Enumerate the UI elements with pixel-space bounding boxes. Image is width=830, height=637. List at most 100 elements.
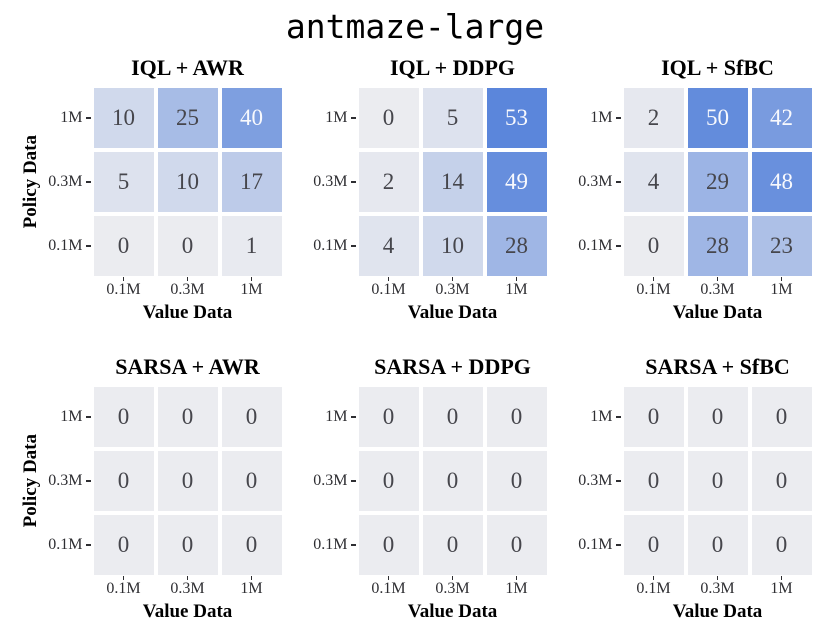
- y-ticks: 1M 0.3M 0.1M: [308, 88, 359, 276]
- y-tick-label: 1M: [60, 408, 83, 425]
- y-tick-label: 0.1M: [578, 237, 613, 254]
- heatmap-cell: 0: [623, 387, 684, 447]
- x-tick-mark: [780, 277, 783, 281]
- heatmap-cell: 10: [422, 216, 483, 276]
- y-tick: 0.3M: [43, 451, 91, 511]
- heatmap-cell: 0: [422, 451, 483, 511]
- y-tick-label: 0.1M: [578, 536, 613, 553]
- x-tick-label: 1M: [240, 281, 263, 298]
- x-tick-label: 0.1M: [106, 281, 141, 298]
- heatmap-cell: 0: [486, 451, 547, 511]
- x-tick-mark: [652, 277, 655, 281]
- y-tick-label: 0.3M: [313, 173, 348, 190]
- x-tick-mark: [387, 576, 390, 580]
- y-axis-label: Policy Data: [19, 135, 41, 229]
- y-axis-label-wrap: Policy Data: [19, 387, 43, 575]
- x-tick-label: 1M: [505, 580, 528, 597]
- y-tick-mark: [615, 416, 621, 418]
- x-tick-label: 0.1M: [636, 281, 671, 298]
- y-tick-mark: [350, 245, 356, 247]
- x-tick-label: 0.3M: [700, 281, 735, 298]
- heatmap-cell: 0: [93, 216, 154, 276]
- y-tick-label: 0.3M: [313, 472, 348, 489]
- x-tick-mark: [250, 576, 253, 580]
- y-tick: 0.3M: [308, 152, 356, 212]
- subplot-title: SARSA + DDPG: [374, 354, 531, 379]
- x-tick-label: 0.3M: [170, 580, 205, 597]
- y-tick-label: 0.3M: [48, 173, 83, 190]
- y-tick-mark: [350, 480, 356, 482]
- y-tick-label: 1M: [325, 408, 348, 425]
- x-tick-label: 1M: [770, 281, 793, 298]
- y-tick-label: 0.3M: [48, 472, 83, 489]
- heatmap-cell: 0: [751, 451, 812, 511]
- heatmap-cell: 0: [623, 216, 684, 276]
- y-ticks: 1M 0.3M 0.1M: [43, 387, 94, 575]
- heatmap-cell: 0: [687, 451, 748, 511]
- heatmap-cell: 28: [486, 216, 547, 276]
- x-tick-label: 1M: [770, 580, 793, 597]
- figure-title: antmaze-large: [285, 7, 545, 46]
- heatmap-cell: 0: [623, 515, 684, 575]
- subplot: 1M 0.3M 0.1M IQL + DDPG 0 5 53 2 14 49 4 10 28 0.1…: [308, 52, 547, 324]
- x-tick-mark: [780, 576, 783, 580]
- heatmap-cell: 0: [221, 515, 282, 575]
- subplot: Policy Data 1M 0.3M 0.1M IQL + AWR 10 25 40 5…: [19, 52, 282, 324]
- x-axis-label: Value Data: [672, 601, 763, 622]
- y-axis-label: Policy Data: [19, 434, 41, 528]
- x-tick-mark: [515, 576, 518, 580]
- x-tick-mark: [716, 277, 719, 281]
- heatmap-cell: 0: [157, 451, 218, 511]
- y-tick: 0.1M: [573, 216, 621, 276]
- x-axis-label: Value Data: [142, 302, 233, 323]
- x-tick-label: 0.1M: [636, 580, 671, 597]
- y-tick-label: 1M: [590, 109, 613, 126]
- y-tick-label: 1M: [325, 109, 348, 126]
- x-tick: 1M: [222, 576, 282, 598]
- x-tick-label: 1M: [240, 580, 263, 597]
- heatmap-cell: 40: [221, 88, 282, 148]
- plots-grid: Policy Data 1M 0.3M 0.1M IQL + AWR 10 25 40 5…: [0, 52, 830, 623]
- x-axis-label: Value Data: [407, 601, 498, 622]
- y-tick: 1M: [43, 88, 91, 148]
- y-tick-mark: [85, 480, 91, 482]
- heatmap-cells: 0 5 53 2 14 49 4 10 28: [358, 88, 547, 276]
- x-tick: 0.1M: [624, 576, 684, 598]
- subplot-title: IQL + SfBC: [661, 55, 774, 80]
- heatmap-cell: 0: [751, 515, 812, 575]
- x-axis-label: Value Data: [142, 601, 233, 622]
- y-tick-mark: [350, 416, 356, 418]
- x-tick: 1M: [487, 576, 547, 598]
- x-tick-mark: [122, 576, 125, 580]
- heatmap-cell: 0: [422, 387, 483, 447]
- heatmap-cell: 53: [486, 88, 547, 148]
- y-tick-mark: [85, 245, 91, 247]
- heatmap-cells: 2 50 42 4 29 48 0 28 23: [623, 88, 812, 276]
- y-tick-mark: [85, 117, 91, 119]
- y-tick: 1M: [43, 387, 91, 447]
- y-tick: 0.3M: [573, 152, 621, 212]
- y-tick: 1M: [573, 88, 621, 148]
- x-tick-mark: [451, 277, 454, 281]
- y-tick-mark: [85, 416, 91, 418]
- y-tick-label: 0.1M: [313, 237, 348, 254]
- x-tick-mark: [515, 277, 518, 281]
- heatmap-cell: 0: [486, 387, 547, 447]
- heatmap-cell: 0: [221, 451, 282, 511]
- x-tick: 0.3M: [423, 277, 483, 299]
- heatmap-cell: 0: [93, 451, 154, 511]
- y-tick: 0.3M: [308, 451, 356, 511]
- x-tick: 0.1M: [359, 576, 419, 598]
- y-tick-label: 0.1M: [48, 237, 83, 254]
- x-tick: 1M: [752, 576, 812, 598]
- heatmap-cell: 50: [687, 88, 748, 148]
- x-tick: 1M: [222, 277, 282, 299]
- subplot-main: IQL + DDPG 0 5 53 2 14 49 4 10 28 0.1M 0.3M 1M Val…: [358, 52, 547, 324]
- heatmap-cell: 4: [358, 216, 419, 276]
- y-tick: 1M: [308, 88, 356, 148]
- subplot-title: SARSA + AWR: [115, 354, 260, 379]
